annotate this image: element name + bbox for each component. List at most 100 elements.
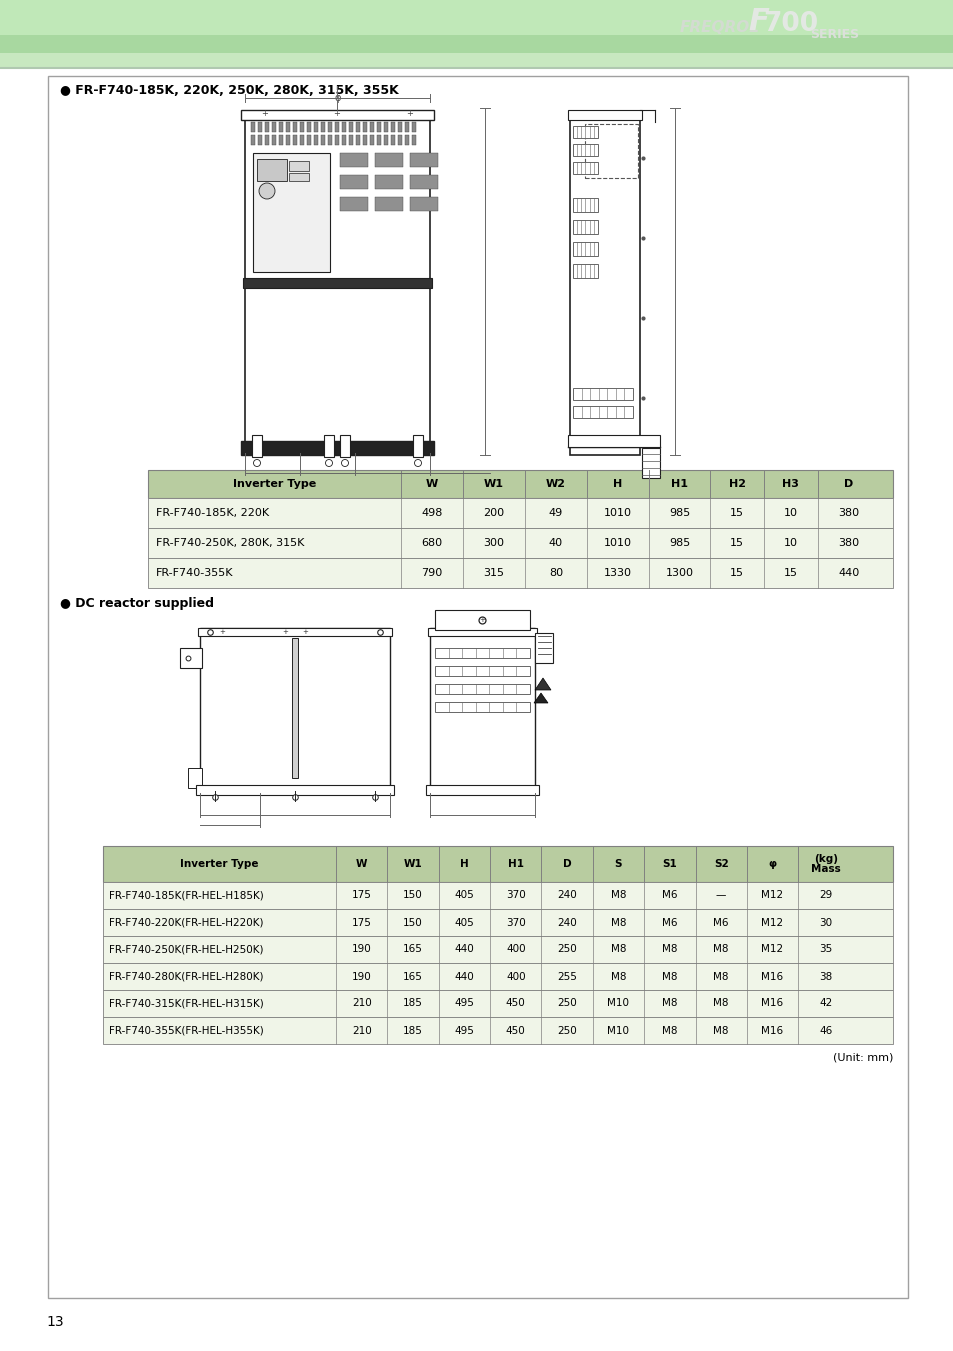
Bar [251, 122, 254, 132]
Bar [272, 122, 275, 132]
Text: 450: 450 [505, 998, 525, 1008]
Bar [349, 135, 353, 145]
Bar [241, 109, 434, 120]
Text: S1: S1 [661, 859, 677, 869]
Bar [435, 648, 530, 658]
Text: W1: W1 [483, 480, 503, 489]
Bar [573, 220, 598, 234]
Bar [573, 242, 598, 255]
Bar [103, 846, 892, 882]
Text: M6: M6 [661, 917, 677, 928]
Text: FR-F740-220K(FR-HEL-H220K): FR-F740-220K(FR-HEL-H220K) [109, 917, 263, 928]
Bar [569, 116, 639, 455]
Text: Mass: Mass [810, 863, 840, 874]
Text: M10: M10 [607, 1025, 629, 1035]
Bar [410, 176, 437, 189]
Text: 370: 370 [505, 890, 525, 901]
Text: (Unit: mm): (Unit: mm) [832, 1052, 892, 1063]
Text: 15: 15 [730, 567, 743, 578]
Bar [286, 122, 290, 132]
Text: FR-F740-315K(FR-HEL-H315K): FR-F740-315K(FR-HEL-H315K) [109, 998, 263, 1008]
Text: FR-F740-280K(FR-HEL-H280K): FR-F740-280K(FR-HEL-H280K) [109, 971, 263, 981]
Bar [103, 963, 892, 990]
Text: 80: 80 [548, 567, 562, 578]
Text: 300: 300 [483, 538, 504, 549]
Bar [299, 135, 304, 145]
Text: ● FR-F740-185K, 220K, 250K, 280K, 315K, 355K: ● FR-F740-185K, 220K, 250K, 280K, 315K, … [60, 85, 398, 97]
Bar [375, 197, 402, 211]
Bar [341, 122, 346, 132]
Text: 1330: 1330 [603, 567, 631, 578]
Text: 250: 250 [557, 998, 577, 1008]
Text: 498: 498 [421, 508, 442, 517]
Bar [148, 499, 892, 528]
Text: 175: 175 [352, 890, 372, 901]
Bar [363, 122, 367, 132]
Bar [405, 122, 409, 132]
Bar [251, 135, 254, 145]
Bar [584, 124, 638, 178]
Bar [103, 936, 892, 963]
Bar [435, 666, 530, 676]
Text: H: H [613, 480, 621, 489]
Text: 1010: 1010 [603, 508, 631, 517]
Text: FR-F740-185K(FR-HEL-H185K): FR-F740-185K(FR-HEL-H185K) [109, 890, 263, 901]
Bar [241, 440, 434, 455]
Bar [376, 135, 380, 145]
Bar [370, 135, 374, 145]
Text: M8: M8 [661, 944, 677, 955]
Bar [278, 135, 283, 145]
Bar [252, 435, 262, 457]
Bar [573, 263, 598, 278]
Text: D: D [562, 859, 571, 869]
Text: 370: 370 [505, 917, 525, 928]
Text: M12: M12 [760, 890, 782, 901]
Text: 185: 185 [403, 998, 422, 1008]
Text: H3: H3 [781, 480, 799, 489]
Text: 790: 790 [421, 567, 442, 578]
Text: FR-F740-250K(FR-HEL-H250K): FR-F740-250K(FR-HEL-H250K) [109, 944, 263, 955]
Bar [307, 122, 311, 132]
Bar [256, 159, 287, 181]
Text: M8: M8 [610, 890, 625, 901]
Text: 1300: 1300 [665, 567, 693, 578]
Text: M16: M16 [760, 971, 782, 981]
Bar [103, 909, 892, 936]
Text: +: + [478, 617, 484, 623]
Bar [573, 126, 598, 138]
Text: 29: 29 [819, 890, 832, 901]
Bar [376, 122, 380, 132]
Text: FR-F740-355K: FR-F740-355K [156, 567, 233, 578]
Text: φ: φ [768, 859, 776, 869]
Bar [341, 135, 346, 145]
Text: S: S [614, 859, 621, 869]
Bar [410, 197, 437, 211]
Bar [307, 135, 311, 145]
Text: H1: H1 [507, 859, 523, 869]
Text: 190: 190 [352, 944, 372, 955]
Text: M8: M8 [661, 998, 677, 1008]
Circle shape [325, 459, 333, 466]
Bar [573, 162, 598, 174]
Text: 150: 150 [403, 917, 422, 928]
Text: W1: W1 [403, 859, 422, 869]
Text: W2: W2 [545, 480, 565, 489]
Bar [328, 122, 332, 132]
Text: φ: φ [334, 93, 340, 103]
Text: 400: 400 [505, 944, 525, 955]
Bar [335, 122, 338, 132]
Text: 405: 405 [454, 917, 474, 928]
Bar [405, 135, 409, 145]
Text: M10: M10 [607, 998, 629, 1008]
Text: 240: 240 [557, 890, 577, 901]
Bar [435, 611, 530, 630]
Text: +: + [261, 108, 268, 118]
Text: 210: 210 [352, 1025, 372, 1035]
Bar [339, 197, 368, 211]
Bar [0, 53, 953, 68]
Text: (kg): (kg) [813, 854, 837, 865]
Bar [257, 122, 262, 132]
Text: 185: 185 [403, 1025, 422, 1035]
Text: 440: 440 [837, 567, 859, 578]
Bar [397, 122, 401, 132]
